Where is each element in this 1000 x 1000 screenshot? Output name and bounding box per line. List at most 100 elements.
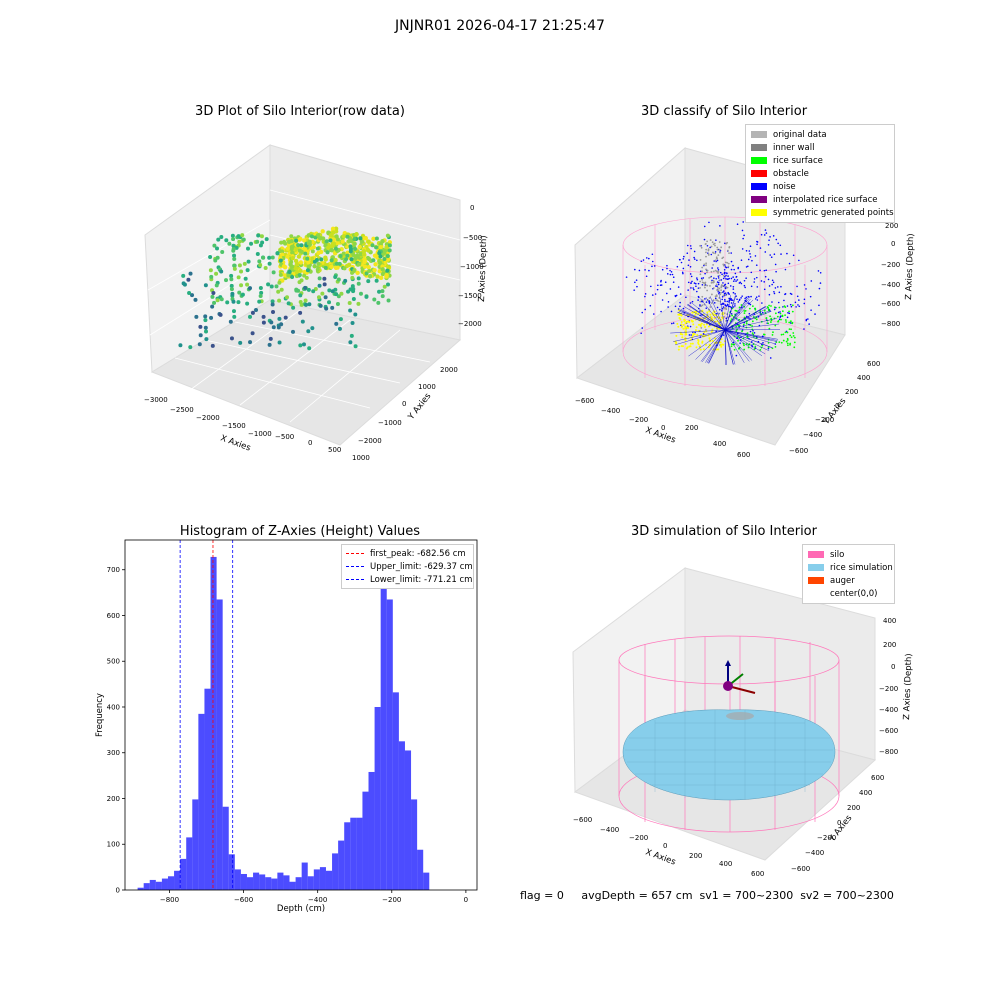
noise-point	[733, 268, 735, 271]
legend-swatch	[751, 144, 767, 151]
noise-ray	[724, 318, 777, 331]
inner-wall-point	[700, 305, 703, 308]
noise-ray	[724, 329, 750, 362]
noise-point	[754, 298, 757, 300]
noise-ray	[724, 329, 763, 357]
inner-wall-point	[722, 264, 725, 267]
noise-point	[787, 311, 789, 314]
raw-point	[338, 254, 343, 259]
symmetric-point	[714, 337, 717, 340]
raw-point	[323, 257, 328, 262]
legend-label: auger	[830, 575, 855, 586]
inner-wall-point	[712, 263, 715, 266]
rice-surface-point	[771, 334, 774, 336]
raw-point	[358, 251, 364, 257]
raw-point	[319, 236, 324, 241]
y-tick: 0	[835, 402, 839, 410]
inner-wall-point	[704, 286, 706, 289]
symmetric-point	[683, 318, 686, 321]
inner-wall-point	[701, 266, 704, 269]
rice-surface-point	[763, 309, 766, 312]
noise-ray	[708, 329, 726, 364]
symmetric-point	[682, 323, 685, 326]
raw-point	[336, 294, 341, 299]
noise-point	[689, 302, 692, 304]
raw-point	[208, 255, 213, 260]
noise-ray	[724, 329, 780, 331]
inner-wall-point	[727, 262, 730, 265]
raw-point	[231, 309, 236, 314]
noise-point	[819, 271, 822, 274]
raw-point	[241, 237, 246, 242]
histogram-bar	[417, 849, 424, 890]
symmetric-point	[684, 339, 687, 342]
rice-surface-point	[769, 321, 772, 323]
raw-point	[245, 268, 250, 273]
noise-point	[677, 308, 680, 310]
noise-ray	[688, 329, 726, 357]
z-axis-label: Z Axies (Depth)	[904, 233, 915, 300]
noise-point	[730, 260, 733, 263]
noise-point	[803, 298, 806, 301]
noise-point	[749, 330, 752, 333]
raw-point	[286, 301, 291, 306]
raw-point	[342, 266, 347, 271]
noise-point	[736, 223, 739, 225]
noise-point	[742, 221, 744, 223]
noise-point	[723, 290, 725, 292]
legend-line-swatch	[346, 566, 364, 567]
raw-point	[289, 247, 294, 252]
histogram-bar	[398, 741, 405, 890]
legend-item: interpolated rice surface	[751, 193, 889, 206]
classify-plot-title: 3D classify of Silo Interior	[640, 104, 808, 119]
histogram-bar	[149, 879, 156, 890]
noise-point	[754, 255, 757, 257]
raw-point	[269, 320, 274, 325]
noise-point	[724, 304, 727, 306]
rice-surface-point	[737, 324, 740, 327]
histogram-bar	[167, 876, 175, 890]
inner-wall-point	[726, 261, 729, 264]
inner-wall-point	[718, 287, 721, 290]
noise-point	[805, 318, 808, 321]
noise-point	[693, 256, 695, 259]
noise-point	[756, 243, 758, 246]
raw-point	[204, 337, 209, 342]
noise-point	[769, 254, 771, 256]
z-axis-label: Z Axies (Depth)	[902, 653, 914, 720]
rice-surface-point	[761, 344, 764, 347]
raw-point	[289, 264, 295, 269]
noise-point	[676, 265, 679, 268]
raw-point	[229, 277, 234, 282]
raw-point	[329, 258, 334, 263]
noise-point	[721, 298, 723, 301]
y-tick: 0	[837, 819, 841, 827]
raw-point	[240, 233, 245, 238]
raw-point	[275, 251, 280, 256]
x-tick: 0	[663, 842, 667, 850]
noise-point	[798, 305, 801, 308]
noise-ray	[687, 304, 726, 331]
noise-point	[689, 245, 692, 247]
inner-wall-point	[712, 299, 715, 301]
raw-point	[291, 305, 296, 310]
legend-label: rice surface	[773, 155, 823, 166]
inner-wall-point	[718, 248, 721, 251]
noise-point	[683, 255, 685, 258]
noise-point	[721, 296, 724, 298]
noise-point	[733, 278, 736, 281]
noise-point	[722, 303, 725, 305]
inner-wall-point	[702, 281, 705, 284]
noise-point	[797, 304, 799, 306]
noise-point	[722, 277, 725, 280]
raw-point	[296, 254, 302, 259]
y-tick: −600	[789, 447, 808, 455]
noise-point	[708, 300, 711, 302]
histogram-bar	[362, 791, 369, 890]
rice-surface-point	[765, 317, 768, 320]
legend-swatch	[808, 551, 824, 558]
symmetric-point	[680, 314, 683, 317]
symmetric-point	[677, 348, 680, 351]
symmetric-point	[678, 316, 681, 319]
legend-label: interpolated rice surface	[773, 194, 878, 205]
